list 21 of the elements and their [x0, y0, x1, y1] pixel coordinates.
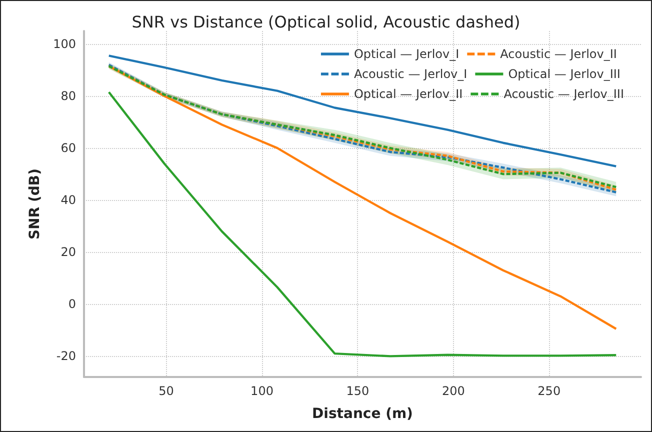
x-tick-label: 150 [346, 384, 370, 398]
y-axis-title: SNR (dB) [27, 168, 44, 240]
x-tick-label: 50 [158, 384, 174, 398]
legend-label: Optical — Jerlov_III [508, 67, 620, 81]
y-tick-label: 20 [60, 245, 76, 260]
y-tick-label: 40 [60, 193, 76, 208]
chart-title: SNR vs Distance (Optical solid, Acoustic dashed) [132, 12, 520, 32]
x-axis-title: Distance (m) [312, 406, 413, 422]
y-tick-label: 60 [60, 141, 76, 156]
legend-label: Acoustic — Jerlov_II [500, 47, 617, 61]
y-tick-label: -20 [56, 349, 76, 364]
x-tick-label: 250 [538, 384, 561, 398]
legend-label: Optical — Jerlov_II [354, 87, 463, 101]
x-tick-label: 200 [442, 384, 465, 398]
y-tick-label: 80 [60, 89, 76, 104]
y-tick-label: 0 [68, 297, 76, 312]
y-tick-label: 100 [53, 37, 76, 52]
x-tick-label: 100 [250, 384, 274, 398]
legend-label: Acoustic — Jerlov_III [504, 87, 624, 101]
legend-label: Optical — Jerlov_I [354, 47, 460, 61]
legend-label: Acoustic — Jerlov_I [354, 67, 468, 81]
